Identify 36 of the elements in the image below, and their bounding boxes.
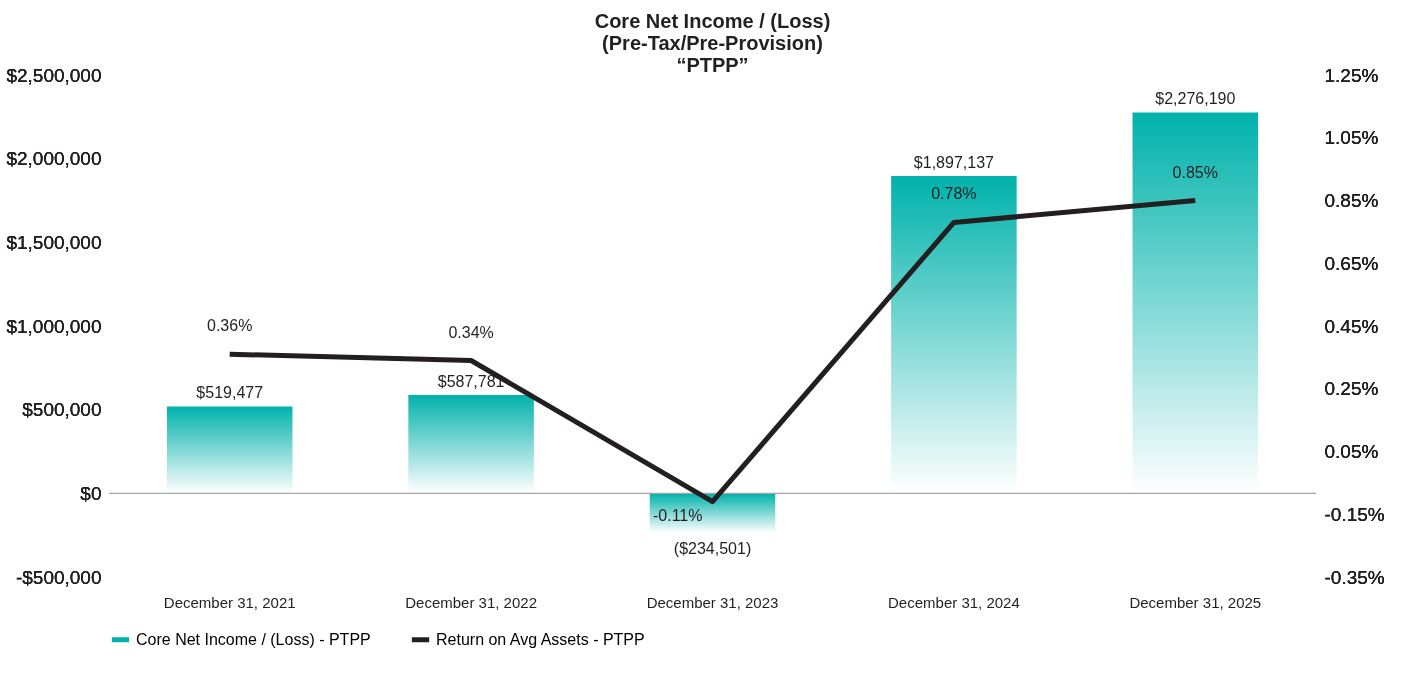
y2-tick-label: 0.65%: [1324, 252, 1379, 274]
y2-tick-label: 1.05%: [1324, 127, 1379, 149]
y2-tick-label: 1.25%: [1324, 64, 1379, 86]
y-tick-label: $0: [80, 482, 102, 504]
y-tick-label: $2,000,000: [6, 148, 102, 170]
x-tick-label: December 31, 2022: [405, 593, 537, 611]
legend-label: Core Net Income / (Loss) - PTPP: [136, 630, 371, 648]
data-label: $1,897,137: [913, 153, 995, 171]
x-tick-label: December 31, 2025: [1129, 593, 1262, 611]
data-label: 0.34%: [448, 323, 494, 341]
data-label: 0.78%: [931, 185, 977, 203]
bar: [166, 406, 293, 494]
y-tick-label: -$500,000: [15, 566, 102, 588]
y2-tick-label: -0.35%: [1324, 566, 1385, 588]
chart-title: Core Net Income / (Loss) (Pre-Tax/Pre-Provision) “PTPP”: [594, 10, 831, 76]
data-label: -0.11%: [652, 506, 703, 524]
y-tick-label: $500,000: [22, 399, 102, 421]
data-label: 0.85%: [1172, 163, 1218, 181]
y2-tick-label: 0.05%: [1324, 441, 1379, 462]
y2-tick-label: 0.25%: [1324, 378, 1379, 400]
data-label: $2,276,190: [1155, 90, 1236, 108]
data-label: 0.36%: [207, 317, 253, 335]
y-tick-label: $2,500,000: [6, 64, 102, 86]
y2-tick-label: 0.45%: [1324, 315, 1379, 337]
data-label: $519,477: [196, 384, 264, 402]
y-tick-label: $1,000,000: [6, 315, 102, 337]
y2-tick-label: 0.85%: [1324, 190, 1379, 211]
x-tick-label: December 31, 2023: [646, 593, 779, 611]
x-tick-label: December 31, 2024: [888, 593, 1020, 611]
y2-tick-label: -0.15%: [1324, 503, 1385, 525]
x-tick-label: December 31, 2021: [163, 593, 296, 611]
data-label: ($234,501): [673, 539, 752, 557]
y-tick-label: $1,500,000: [6, 231, 102, 253]
bar: [649, 493, 776, 533]
bar: [408, 394, 534, 494]
legend-label: Return on Avg Assets - PTPP: [436, 630, 645, 648]
